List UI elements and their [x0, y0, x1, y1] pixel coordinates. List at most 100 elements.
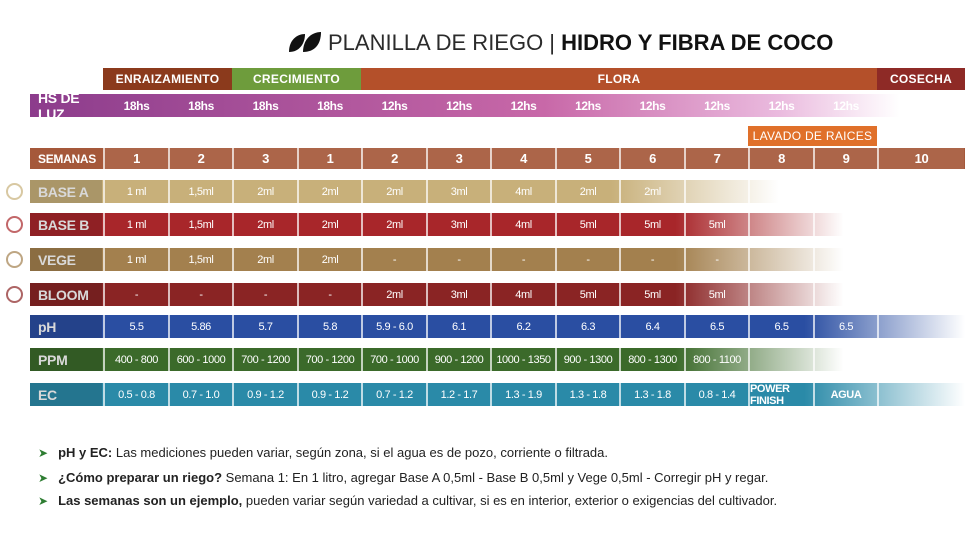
light-hours-value: 18hs [317, 98, 343, 113]
empty-cell [877, 315, 964, 338]
row-value: 5ml [619, 213, 684, 236]
light-hours-value: 18hs [188, 98, 214, 113]
row-value: 5ml [554, 283, 620, 306]
row-bar [30, 383, 965, 406]
empty-cell [812, 180, 878, 203]
empty-cell [812, 213, 878, 236]
empty-cell [748, 248, 813, 271]
row-value: - [361, 248, 426, 271]
week-value: 5 [554, 148, 620, 169]
row-label: EC [30, 383, 102, 406]
row-value: 2ml [554, 180, 620, 203]
light-hours-value: 12hs [639, 98, 666, 113]
empty-cell [748, 348, 813, 371]
row-value: 1.3 - 1.8 [619, 383, 684, 406]
row-value: 1,5ml [167, 213, 233, 236]
row-value: 5.86 [167, 315, 233, 338]
week-value: 9 [812, 148, 878, 169]
row-value: 5.7 [232, 315, 297, 338]
note-text: pueden variar según variedad a cultivar,… [245, 493, 778, 508]
phase-label: CRECIMIENTO [232, 68, 361, 90]
row-value: AGUA [812, 383, 878, 406]
row-value: 700 - 1200 [296, 348, 362, 371]
light-hours-value: 18hs [252, 98, 279, 113]
light-hours-value: 12hs [575, 98, 601, 113]
row-bar [30, 180, 965, 203]
empty-cell [748, 180, 813, 203]
week-value: 2 [361, 148, 426, 169]
week-value: 8 [748, 148, 813, 169]
week-value: 3 [232, 148, 297, 169]
row-value: 0.5 - 0.8 [103, 383, 168, 406]
row-value: 5ml [683, 283, 749, 306]
note-bold: Las semanas son un ejemplo, [58, 493, 243, 508]
light-hours-value: 18hs [123, 98, 150, 113]
row-value: 0.9 - 1.2 [232, 383, 297, 406]
row-icon [6, 216, 23, 233]
row-value: 600 - 1000 [167, 348, 233, 371]
empty-cell [877, 180, 964, 203]
row-label: PPM [30, 348, 102, 371]
week-value: 3 [425, 148, 491, 169]
note-text: Las mediciones pueden variar, según zona… [115, 445, 608, 460]
row-value: 6.5 [812, 315, 878, 338]
row-value: 900 - 1200 [425, 348, 491, 371]
row-value: 1.3 - 1.8 [554, 383, 620, 406]
row-value: 4ml [490, 180, 555, 203]
row-value: 5ml [554, 213, 620, 236]
empty-cell [748, 213, 813, 236]
row-label: HS DE LUZ [38, 89, 80, 122]
week-value: 4 [490, 148, 555, 169]
row-value: 2ml [232, 213, 297, 236]
light-hours-value: 12hs [381, 98, 408, 113]
row-value: 800 - 1300 [619, 348, 684, 371]
empty-cell [812, 248, 878, 271]
row-value: 400 - 800 [103, 348, 168, 371]
leaf-icon [289, 32, 321, 52]
row-label: BASE B [30, 213, 102, 236]
row-value: 5.8 [296, 315, 362, 338]
row-value: - [296, 283, 362, 306]
row-value: 2ml [361, 180, 426, 203]
phase-label: ENRAIZAMIENTO [103, 68, 232, 90]
empty-cell [877, 248, 964, 271]
empty-cell [683, 180, 749, 203]
row-value: 1,5ml [167, 180, 233, 203]
light-hours-value: 12hs [768, 98, 795, 113]
row-value: 2ml [232, 180, 297, 203]
note: ➤ pH y EC: Las mediciones pueden variar, … [38, 445, 608, 460]
note-text: Semana 1: En 1 litro, agregar Base A 0,5… [225, 470, 769, 485]
row-bar [30, 248, 965, 271]
row-value: - [103, 283, 168, 306]
row-value: 5ml [683, 213, 749, 236]
row-value: 6.3 [554, 315, 620, 338]
row-bar [30, 348, 965, 371]
row-icon [6, 286, 23, 303]
row-icon [6, 183, 23, 200]
row-value: 2ml [232, 248, 297, 271]
row-value: 6.1 [425, 315, 491, 338]
row-value: 2ml [296, 248, 362, 271]
row-value: - [554, 248, 620, 271]
row-value: 2ml [361, 283, 426, 306]
phase-label: FLORA [361, 68, 877, 90]
row-value: 700 - 1200 [232, 348, 297, 371]
row-bar [30, 283, 965, 306]
row-value: - [619, 248, 684, 271]
note: ➤ Las semanas son un ejemplo, pueden vari… [38, 493, 778, 508]
row-value: 6.2 [490, 315, 555, 338]
row-value: 2ml [619, 180, 684, 203]
row-label: BASE A [30, 180, 102, 203]
light-hours-bar [30, 94, 965, 117]
week-value: 1 [296, 148, 362, 169]
row-value: 2ml [296, 180, 362, 203]
row-value: 900 - 1300 [554, 348, 620, 371]
row-value: - [683, 248, 749, 271]
row-value: 1 ml [103, 248, 168, 271]
row-value: POWER FINISH [748, 383, 813, 407]
light-hours-value: 12hs [833, 98, 859, 113]
week-value: 2 [167, 148, 233, 169]
row-value: 5ml [619, 283, 684, 306]
row-value: 1 ml [103, 180, 168, 203]
